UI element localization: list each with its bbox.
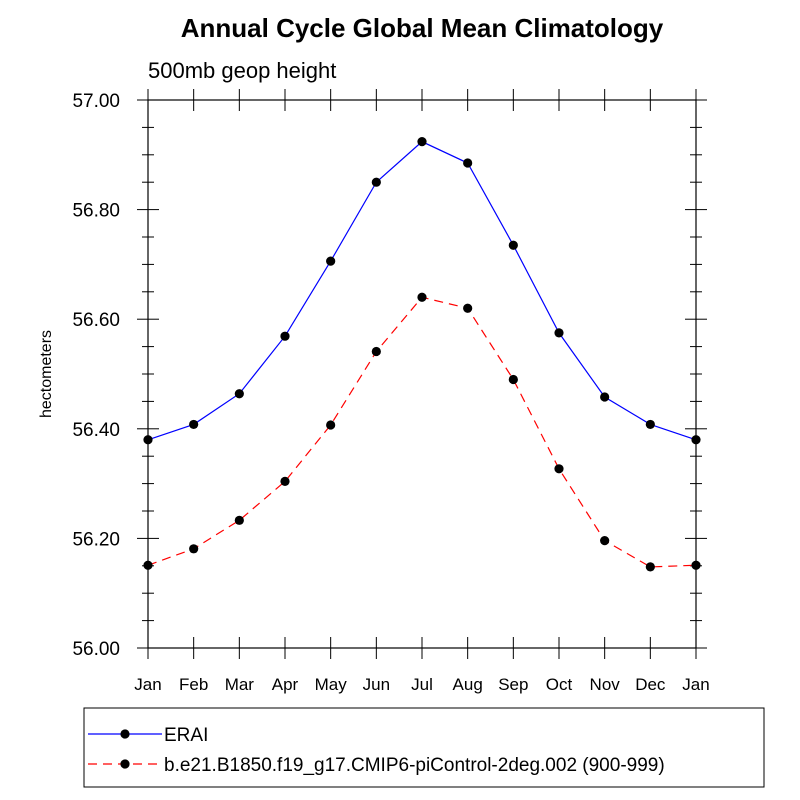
y-tick-label: 56.60 xyxy=(72,310,120,331)
y-tick-label: 56.40 xyxy=(72,420,120,441)
x-tick-label: Dec xyxy=(635,675,666,694)
series-2-point xyxy=(280,476,290,487)
series-2-point xyxy=(600,535,610,546)
series-1-point xyxy=(326,256,336,266)
series-2-point xyxy=(417,292,427,302)
series-1-point xyxy=(691,435,701,445)
series-1-point xyxy=(645,419,655,430)
x-tick-label: Mar xyxy=(225,675,255,694)
series-1-point xyxy=(463,158,473,168)
x-tick-label: Oct xyxy=(546,675,573,694)
x-tick-label: Feb xyxy=(179,675,208,694)
x-tick-label: Jul xyxy=(411,675,433,694)
x-tick-label: Jan xyxy=(134,675,161,694)
chart-subtitle: 500mb geop height xyxy=(148,58,336,83)
series-2-point xyxy=(234,515,244,525)
legend-marker-2 xyxy=(120,759,130,769)
series-2-point xyxy=(326,420,336,430)
plot-area: 56.00 56.20 56.40 56.60 56.80 57.00 Jan Feb Mar A… xyxy=(72,89,710,694)
series-2-point xyxy=(143,560,153,570)
y-tick-label: 56.00 xyxy=(72,639,120,660)
chart-title: Annual Cycle Global Mean Climatology xyxy=(181,13,664,43)
legend: ERAI b.e21.B1850.f19_g17.CMIP6-piControl-… xyxy=(83,707,765,788)
x-tick-label: Aug xyxy=(453,675,483,694)
series-1-point xyxy=(143,435,153,445)
series-line-1 xyxy=(147,140,697,441)
series-line-2 xyxy=(147,296,697,568)
series-2-point xyxy=(645,562,655,572)
series-1-point xyxy=(417,137,427,147)
legend-marker-1 xyxy=(120,729,130,739)
series-2-point xyxy=(554,464,564,474)
series-1-point xyxy=(554,328,564,338)
x-tick-label: Apr xyxy=(272,675,299,694)
legend-label-2: b.e21.B1850.f19_g17.CMIP6-piControl-2deg… xyxy=(164,755,665,776)
series-2-point xyxy=(371,346,381,357)
y-tick-label: 56.80 xyxy=(72,201,120,222)
series-2-point xyxy=(508,374,518,385)
x-tick-label: Jun xyxy=(363,675,390,694)
x-tick-label: Sep xyxy=(498,675,528,694)
y-tick-label: 56.20 xyxy=(72,529,120,550)
plot-frame xyxy=(147,99,697,649)
series-1-point xyxy=(234,389,244,399)
legend-box xyxy=(83,707,765,788)
series-2-point xyxy=(189,544,199,554)
series-1-point xyxy=(371,177,381,187)
series-1-point xyxy=(280,331,290,341)
y-axis-label: hectometers xyxy=(38,330,55,418)
legend-label-1: ERAI xyxy=(164,725,208,746)
y-tick-label: 57.00 xyxy=(72,91,120,112)
series-1-point xyxy=(508,240,518,250)
series-2-point xyxy=(463,303,473,313)
series-2-point xyxy=(691,560,701,570)
x-tick-label: May xyxy=(315,675,348,694)
x-tick-label: Nov xyxy=(590,675,621,694)
x-tick-label: Jan xyxy=(682,675,709,694)
series-1-point xyxy=(189,419,199,430)
series-1-point xyxy=(600,392,610,402)
